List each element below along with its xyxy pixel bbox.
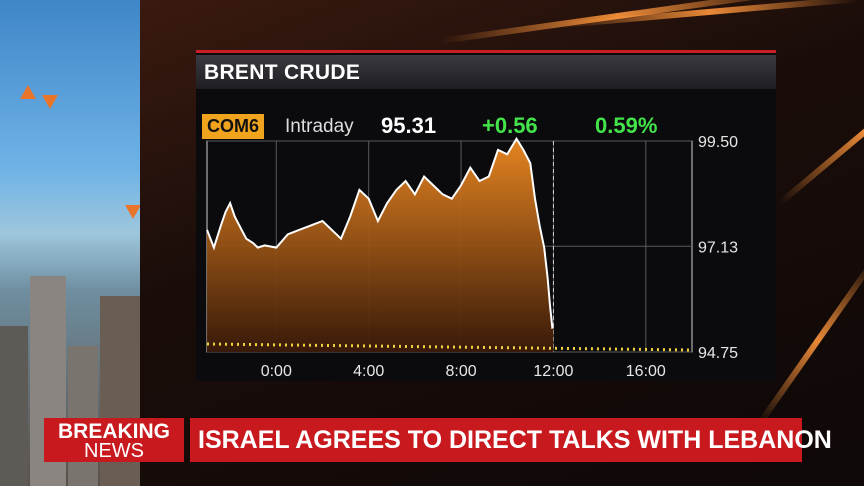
- headline-banner: ISRAEL AGREES TO DIRECT TALKS WITH LEBAN…: [190, 418, 832, 462]
- chart-series: [206, 136, 693, 352]
- price-change: +0.56: [482, 113, 538, 138]
- ticker-badge: COM6: [202, 114, 265, 139]
- x-tick-label: 0:00: [261, 363, 292, 380]
- y-tick-label: 94.75: [698, 345, 738, 362]
- x-tick-label: 16:00: [626, 363, 666, 380]
- x-tick-label: 8:00: [445, 363, 476, 380]
- last-price: 95.31: [381, 113, 437, 138]
- chart-title: BRENT CRUDE: [204, 61, 361, 84]
- x-tick-label: 4:00: [353, 363, 384, 380]
- y-axis: 99.50 97.13 94.75: [698, 134, 738, 362]
- price-area: [207, 138, 554, 352]
- headline-text: ISRAEL AGREES TO DIRECT TALKS WITH LEBAN…: [198, 426, 832, 454]
- building: [0, 326, 28, 486]
- news-label: NEWS: [84, 440, 144, 462]
- y-tick-label: 97.13: [698, 239, 738, 256]
- x-axis: 0:00 4:00 8:00 12:00 16:00: [261, 363, 666, 380]
- price-line: [206, 136, 554, 330]
- y-tick-label: 99.50: [698, 134, 738, 151]
- period-label: Intraday: [285, 116, 354, 137]
- orange-triangle-decor: [20, 85, 36, 99]
- breaking-news-badge: BREAKING NEWS: [44, 418, 184, 462]
- breaking-label: BREAKING: [57, 420, 170, 443]
- chart-title-bar: BRENT CRUDE: [196, 55, 776, 89]
- price-change-percent: 0.59%: [595, 113, 658, 138]
- building: [68, 346, 98, 486]
- x-tick-label: 12:00: [533, 363, 573, 380]
